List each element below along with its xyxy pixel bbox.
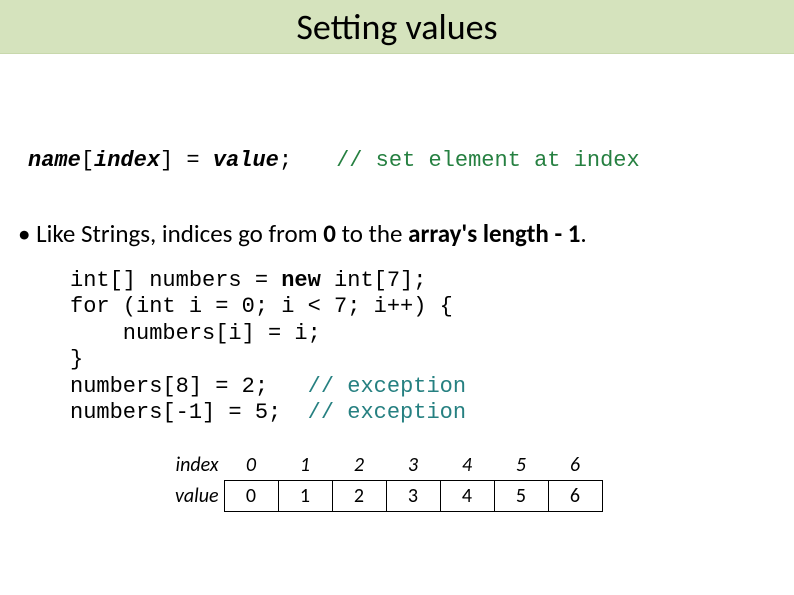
syntax-index: index <box>94 148 160 173</box>
value-cell: 4 <box>440 481 494 512</box>
title-bar: Setting values <box>0 0 794 54</box>
value-cell: 2 <box>332 481 386 512</box>
syntax-line: name[index] = value; // set element at in… <box>28 148 640 173</box>
bullet-line: • Like Strings, indices go from 0 to the… <box>18 218 587 249</box>
code-l3: numbers[i] = i; <box>70 321 321 346</box>
syntax-close: ] = <box>160 148 213 173</box>
code-l5a: numbers[8] = 2; <box>70 374 268 399</box>
code-l5b: // exception <box>268 374 466 399</box>
index-cell: 2 <box>332 450 386 481</box>
code-l1a: int[] numbers = <box>70 268 281 293</box>
value-cell: 5 <box>494 481 548 512</box>
value-row: value 0 1 2 3 4 5 6 <box>170 481 602 512</box>
syntax-open: [ <box>81 148 94 173</box>
index-cell: 3 <box>386 450 440 481</box>
value-cell: 0 <box>224 481 278 512</box>
value-cell: 6 <box>548 481 602 512</box>
code-l1b: new <box>281 268 321 293</box>
index-cell: 1 <box>278 450 332 481</box>
array-table: index 0 1 2 3 4 5 6 value 0 1 2 3 4 5 6 <box>170 450 603 512</box>
syntax-semi: ; <box>279 148 292 173</box>
index-cell: 4 <box>440 450 494 481</box>
value-cell: 1 <box>278 481 332 512</box>
code-l4: } <box>70 347 83 372</box>
value-row-label: value <box>170 481 224 512</box>
index-cell: 0 <box>224 450 278 481</box>
index-row: index 0 1 2 3 4 5 6 <box>170 450 602 481</box>
index-row-label: index <box>170 450 224 481</box>
index-cell: 5 <box>494 450 548 481</box>
code-l6a: numbers[-1] = 5; <box>70 400 281 425</box>
bullet-mid: to the <box>336 218 408 249</box>
index-cell: 6 <box>548 450 602 481</box>
bullet-period: . <box>580 218 586 249</box>
slide-title: Setting values <box>296 5 497 49</box>
value-cell: 3 <box>386 481 440 512</box>
bullet-zero: 0 <box>323 218 336 249</box>
code-l1c: int[7]; <box>321 268 427 293</box>
code-l6b: // exception <box>281 400 466 425</box>
bullet-prefix: • Like Strings, indices go from <box>18 218 323 249</box>
array-table-container: index 0 1 2 3 4 5 6 value 0 1 2 3 4 5 6 <box>170 450 603 512</box>
syntax-name: name <box>28 148 81 173</box>
bullet-tail: array's length - 1 <box>408 218 580 249</box>
syntax-value: value <box>213 148 279 173</box>
code-block: int[] numbers = new int[7]; for (int i =… <box>70 268 466 426</box>
code-l2: for (int i = 0; i < 7; i++) { <box>70 294 453 319</box>
syntax-comment: // set element at index <box>336 148 640 173</box>
